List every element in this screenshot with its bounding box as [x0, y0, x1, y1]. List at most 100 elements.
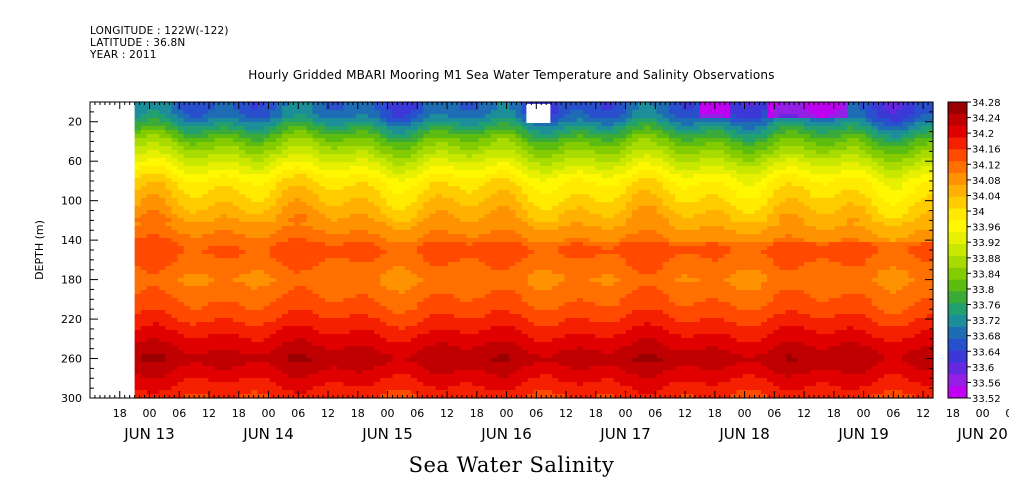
salinity-cell — [257, 158, 265, 163]
salinity-cell — [263, 294, 271, 299]
salinity-cell — [429, 206, 437, 211]
salinity-cell — [318, 314, 326, 319]
salinity-cell — [140, 238, 148, 243]
salinity-cell — [380, 282, 388, 287]
salinity-cell — [300, 198, 308, 203]
salinity-cell — [539, 318, 547, 323]
salinity-cell — [300, 302, 308, 307]
salinity-cell — [318, 230, 326, 235]
salinity-cell — [355, 294, 363, 299]
salinity-cell — [343, 382, 351, 387]
salinity-cell — [275, 350, 283, 355]
salinity-cell — [503, 262, 510, 267]
salinity-cell — [417, 274, 424, 279]
salinity-cell — [527, 358, 535, 363]
salinity-cell — [386, 162, 394, 167]
salinity-cell — [275, 122, 283, 127]
salinity-cell — [361, 154, 369, 159]
salinity-cell — [257, 394, 265, 399]
salinity-cell — [177, 254, 185, 259]
salinity-cell — [202, 114, 209, 119]
salinity-cell — [226, 366, 234, 371]
salinity-cell — [146, 130, 154, 135]
salinity-cell — [460, 370, 467, 375]
salinity-cell — [503, 314, 510, 319]
salinity-cell — [478, 118, 486, 123]
salinity-cell — [404, 386, 412, 391]
salinity-cell — [214, 102, 222, 107]
salinity-cell — [484, 314, 492, 319]
salinity-cell — [539, 226, 547, 231]
salinity-cell — [275, 174, 283, 179]
salinity-cell — [232, 150, 240, 155]
salinity-cell — [226, 354, 234, 359]
salinity-cell — [478, 110, 486, 115]
salinity-cell — [251, 338, 259, 343]
salinity-cell — [392, 222, 400, 227]
salinity-cell — [478, 254, 486, 259]
salinity-cell — [392, 286, 400, 291]
salinity-cell — [183, 342, 191, 347]
salinity-cell — [509, 114, 516, 119]
salinity-cell — [239, 218, 246, 223]
salinity-cell — [134, 226, 142, 231]
salinity-cell — [177, 342, 185, 347]
salinity-cell — [331, 338, 338, 343]
salinity-cell — [472, 178, 480, 183]
salinity-cell — [189, 150, 197, 155]
salinity-cell — [282, 238, 289, 243]
salinity-cell — [220, 274, 228, 279]
salinity-cell — [153, 346, 160, 351]
salinity-cell — [386, 390, 394, 395]
salinity-cell — [165, 330, 173, 335]
salinity-cell — [368, 322, 375, 327]
salinity-cell — [527, 378, 535, 383]
salinity-cell — [134, 262, 142, 267]
salinity-cell — [165, 246, 173, 251]
salinity-cell — [441, 258, 449, 263]
salinity-cell — [239, 166, 246, 171]
salinity-cell — [361, 162, 369, 167]
salinity-cell — [533, 126, 541, 131]
salinity-cell — [282, 162, 289, 167]
salinity-cell — [263, 298, 271, 303]
salinity-cell — [453, 286, 461, 291]
salinity-cell — [288, 238, 295, 243]
salinity-cell — [183, 310, 191, 315]
salinity-cell — [361, 278, 369, 283]
salinity-cell — [312, 378, 320, 383]
salinity-cell — [140, 130, 148, 135]
salinity-cell — [239, 146, 246, 151]
salinity-cell — [447, 222, 455, 227]
salinity-cell — [214, 370, 222, 375]
salinity-cell — [368, 262, 375, 267]
salinity-cell — [429, 278, 437, 283]
salinity-cell — [275, 170, 283, 175]
salinity-cell — [300, 130, 308, 135]
salinity-cell — [368, 358, 375, 363]
salinity-cell — [189, 106, 197, 111]
salinity-cell — [245, 382, 252, 387]
salinity-cell — [208, 278, 216, 283]
salinity-cell — [374, 226, 381, 231]
salinity-cell — [257, 354, 265, 359]
salinity-cell — [140, 146, 148, 151]
salinity-cell — [515, 166, 523, 171]
salinity-cell — [214, 182, 222, 187]
salinity-cell — [343, 170, 351, 175]
salinity-cell — [153, 190, 160, 195]
salinity-cell — [300, 378, 308, 383]
salinity-cell — [153, 270, 160, 275]
salinity-cell — [515, 334, 523, 339]
salinity-cell — [490, 374, 498, 379]
salinity-cell — [392, 254, 400, 259]
salinity-cell — [294, 210, 302, 215]
salinity-cell — [269, 222, 277, 227]
salinity-cell — [288, 302, 295, 307]
salinity-cell — [269, 154, 277, 159]
salinity-cell — [521, 382, 529, 387]
salinity-cell — [515, 338, 523, 343]
salinity-cell — [300, 318, 308, 323]
salinity-cell — [183, 262, 191, 267]
salinity-cell — [220, 174, 228, 179]
